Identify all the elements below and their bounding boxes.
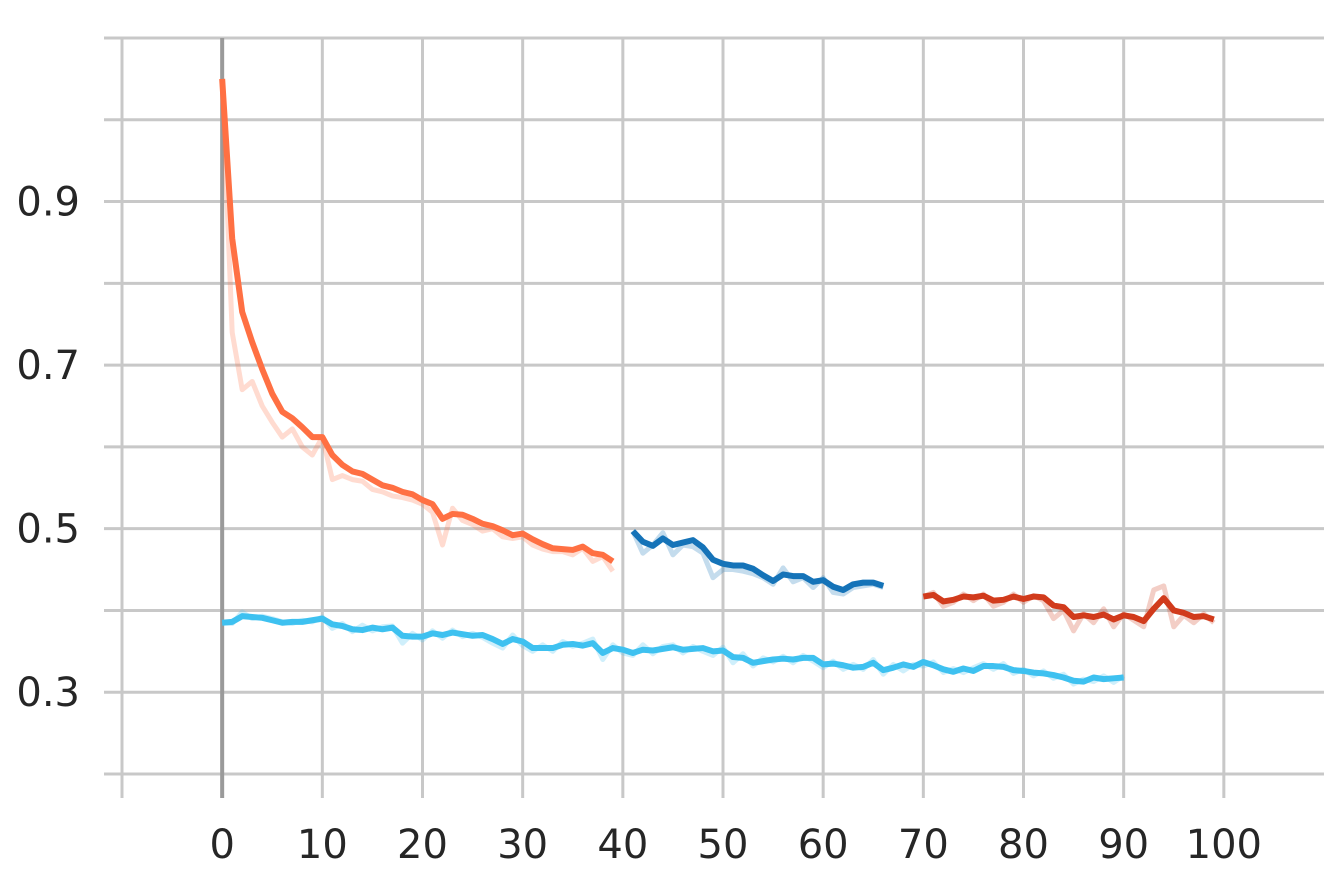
x-tick-label: 20 — [397, 822, 448, 868]
tick-labels: 0 10 20 30 40 50 60 70 80 90 100 0.3 0.5 0.7 0.9 — [16, 180, 1262, 868]
series-3-line — [221, 613, 1124, 685]
x-tick-label: 50 — [698, 822, 749, 868]
series-0-line — [219, 78, 615, 564]
x-tick-label: 0 — [209, 822, 234, 868]
x-tick-label: 80 — [998, 822, 1049, 868]
series-2-line — [922, 591, 1215, 625]
y-tick-label: 0.7 — [16, 343, 80, 389]
x-tick-label: 100 — [1186, 822, 1262, 868]
series-1-line — [630, 529, 885, 593]
x-tick-label: 90 — [1098, 822, 1149, 868]
series-1-band — [630, 530, 885, 597]
x-tick-label: 60 — [798, 822, 849, 868]
x-tick-label: 70 — [898, 822, 949, 868]
x-tick-label: 30 — [497, 822, 548, 868]
series-0-band — [219, 78, 615, 573]
y-tick-label: 0.9 — [16, 180, 80, 226]
y-tick-label: 0.5 — [16, 507, 80, 553]
x-tick-label: 40 — [597, 822, 648, 868]
series-bands — [219, 78, 1216, 687]
grid — [104, 36, 1324, 798]
x-tick-label: 10 — [297, 822, 348, 868]
series-lines — [219, 78, 1215, 685]
y-tick-label: 0.3 — [16, 670, 80, 716]
